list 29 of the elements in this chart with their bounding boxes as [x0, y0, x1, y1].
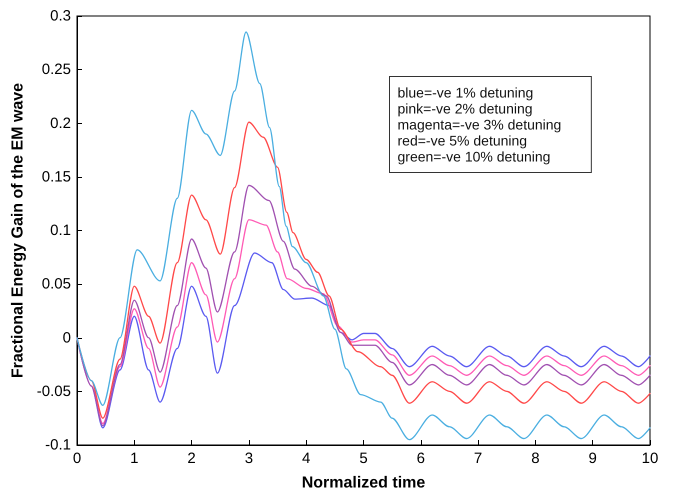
- y-tick-label: -0.05: [36, 382, 71, 400]
- x-tick-label: 1: [130, 450, 138, 467]
- x-tick-label: 4: [302, 450, 310, 467]
- line-series: [76, 184, 651, 426]
- y-tick-label: 0.3: [50, 8, 71, 24]
- annotation: pink=-ve 2% detuning: [398, 100, 533, 116]
- y-tick-label: 0.15: [42, 168, 71, 186]
- y-axis-title: Fractional Energy Gain of the EM wave: [9, 82, 26, 378]
- x-tick-label: 8: [531, 450, 540, 467]
- x-tick-label: 0: [72, 450, 82, 467]
- x-tick-label: 3: [244, 450, 254, 467]
- y-tick-label: 0.05: [42, 276, 71, 293]
- x-tick-label: 5: [359, 450, 368, 467]
- y-tick-label: 0.2: [50, 114, 71, 132]
- x-tick-label: 9: [588, 450, 597, 467]
- y-tick-label: -0.1: [45, 436, 71, 454]
- annotation: green=-ve 10% detuning: [398, 148, 550, 164]
- annotation: magenta=-ve 3% detuning: [398, 116, 562, 132]
- y-tick-label: 0.25: [42, 61, 71, 78]
- x-tick-label: 10: [642, 450, 658, 467]
- x-tick-label: 7: [474, 450, 482, 467]
- x-axis-title: Normalized time: [302, 474, 426, 492]
- annotation: blue=-ve 1% detuning: [398, 84, 534, 100]
- annotation: red=-ve 5% detuning: [398, 132, 528, 148]
- x-tick-label: 2: [187, 450, 196, 467]
- y-tick-label: 0: [62, 329, 71, 346]
- y-tick-label: 0.1: [50, 222, 71, 239]
- x-tick-label: 6: [416, 450, 425, 467]
- line-series: [76, 31, 651, 440]
